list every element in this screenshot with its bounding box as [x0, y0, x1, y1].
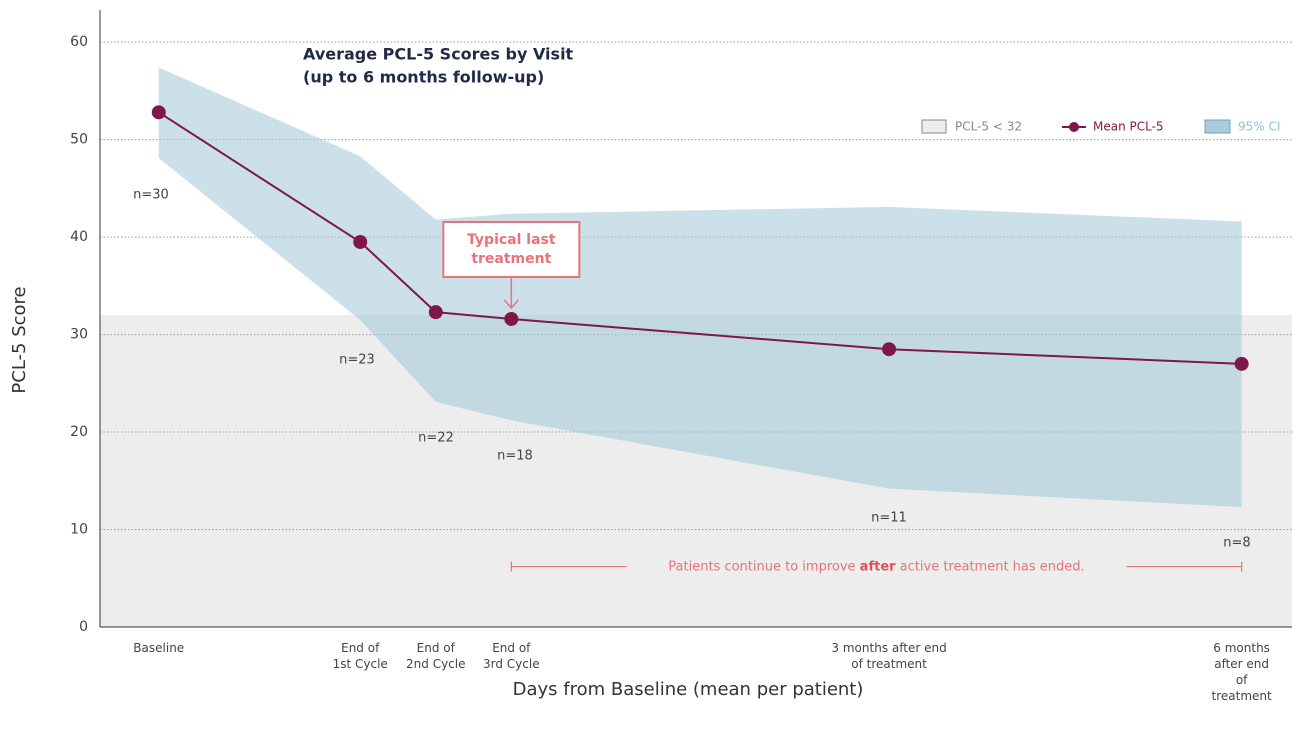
mean-point: [1234, 356, 1249, 371]
annotation-text: Typical last: [467, 232, 556, 248]
annotation-text: treatment: [471, 251, 551, 267]
legend-swatch: [1069, 122, 1079, 132]
sample-size: n=11: [871, 511, 907, 526]
ci-area: [158, 67, 1242, 508]
y-tick-label: 60: [70, 34, 88, 50]
annotation-arrowhead: [503, 299, 519, 310]
y-tick-label: 10: [70, 522, 88, 538]
chart-title: Average PCL-5 Scores by Visit: [303, 45, 574, 64]
bracket-text-part: active treatment has ended.: [896, 559, 1085, 574]
legend-swatch: [921, 119, 947, 134]
y-tick-label: 30: [70, 327, 88, 343]
mean-point: [151, 105, 166, 120]
mean-point: [504, 311, 519, 326]
mean-point: [882, 342, 897, 357]
chart-title: (up to 6 months follow-up): [303, 68, 544, 87]
x-axis-label: Days from Baseline (mean per patient): [513, 679, 864, 700]
y-tick-label: 40: [70, 229, 88, 245]
sample-size: n=18: [497, 449, 533, 464]
mean-point: [353, 234, 368, 249]
sample-size: n=30: [133, 188, 169, 203]
legend-label: 95% CI: [1238, 120, 1280, 134]
x-tick-label: Baseline: [133, 641, 185, 655]
x-tick-label: End of 2nd Cycle: [406, 641, 466, 671]
x-tick-label: End of 1st Cycle: [332, 641, 388, 671]
legend-swatch: [1204, 119, 1231, 134]
y-axis-label: PCL-5 Score: [9, 286, 30, 393]
bracket-text: Patients continue to improve after activ…: [668, 559, 1084, 574]
sample-size: n=23: [339, 353, 375, 368]
y-tick-label: 0: [79, 619, 88, 635]
x-tick-label: 3 months after end of treatment: [831, 641, 947, 671]
bracket-text-part: after: [860, 559, 896, 574]
x-tick-label: 6 months after end of treatment: [1211, 641, 1272, 703]
y-tick-label: 50: [70, 132, 88, 148]
sample-size: n=22: [418, 431, 454, 446]
legend-label: Mean PCL-5: [1093, 120, 1164, 134]
mean-point: [428, 305, 443, 320]
bracket-text-part: Patients continue to improve: [668, 559, 859, 574]
x-tick-label: End of 3rd Cycle: [483, 641, 540, 671]
mean-line: [158, 111, 1242, 365]
legend-label: PCL-5 < 32: [955, 120, 1022, 134]
annotation-box: [442, 221, 581, 278]
sample-size: n=8: [1223, 536, 1250, 551]
y-tick-label: 20: [70, 424, 88, 440]
